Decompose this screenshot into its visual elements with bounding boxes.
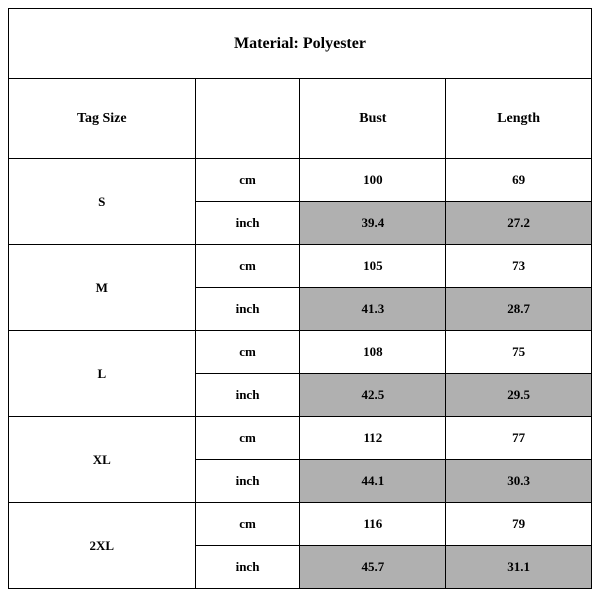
length-inch: 29.5 bbox=[446, 374, 592, 417]
header-unit bbox=[195, 79, 300, 159]
table-row: XL cm 112 77 bbox=[9, 417, 592, 460]
table-row: 2XL cm 116 79 bbox=[9, 503, 592, 546]
table-row: L cm 108 75 bbox=[9, 331, 592, 374]
table-title: Material: Polyester bbox=[9, 9, 592, 79]
bust-inch: 45.7 bbox=[300, 546, 446, 589]
header-tag-size: Tag Size bbox=[9, 79, 196, 159]
bust-cm: 116 bbox=[300, 503, 446, 546]
size-label: S bbox=[9, 159, 196, 245]
unit-cm: cm bbox=[195, 159, 300, 202]
bust-cm: 112 bbox=[300, 417, 446, 460]
bust-cm: 105 bbox=[300, 245, 446, 288]
header-length: Length bbox=[446, 79, 592, 159]
unit-cm: cm bbox=[195, 417, 300, 460]
length-cm: 79 bbox=[446, 503, 592, 546]
bust-inch: 44.1 bbox=[300, 460, 446, 503]
unit-inch: inch bbox=[195, 288, 300, 331]
unit-cm: cm bbox=[195, 245, 300, 288]
length-inch: 28.7 bbox=[446, 288, 592, 331]
length-inch: 31.1 bbox=[446, 546, 592, 589]
header-row: Tag Size Bust Length bbox=[9, 79, 592, 159]
table-row: M cm 105 73 bbox=[9, 245, 592, 288]
bust-cm: 100 bbox=[300, 159, 446, 202]
size-chart-table: Material: Polyester Tag Size Bust Length… bbox=[8, 8, 592, 589]
unit-inch: inch bbox=[195, 546, 300, 589]
length-inch: 30.3 bbox=[446, 460, 592, 503]
unit-cm: cm bbox=[195, 503, 300, 546]
unit-inch: inch bbox=[195, 374, 300, 417]
unit-inch: inch bbox=[195, 460, 300, 503]
unit-cm: cm bbox=[195, 331, 300, 374]
length-inch: 27.2 bbox=[446, 202, 592, 245]
length-cm: 69 bbox=[446, 159, 592, 202]
bust-inch: 42.5 bbox=[300, 374, 446, 417]
size-label: XL bbox=[9, 417, 196, 503]
table-row: S cm 100 69 bbox=[9, 159, 592, 202]
size-label: 2XL bbox=[9, 503, 196, 589]
length-cm: 73 bbox=[446, 245, 592, 288]
bust-cm: 108 bbox=[300, 331, 446, 374]
bust-inch: 41.3 bbox=[300, 288, 446, 331]
length-cm: 77 bbox=[446, 417, 592, 460]
title-row: Material: Polyester bbox=[9, 9, 592, 79]
bust-inch: 39.4 bbox=[300, 202, 446, 245]
size-label: M bbox=[9, 245, 196, 331]
size-label: L bbox=[9, 331, 196, 417]
length-cm: 75 bbox=[446, 331, 592, 374]
header-bust: Bust bbox=[300, 79, 446, 159]
unit-inch: inch bbox=[195, 202, 300, 245]
